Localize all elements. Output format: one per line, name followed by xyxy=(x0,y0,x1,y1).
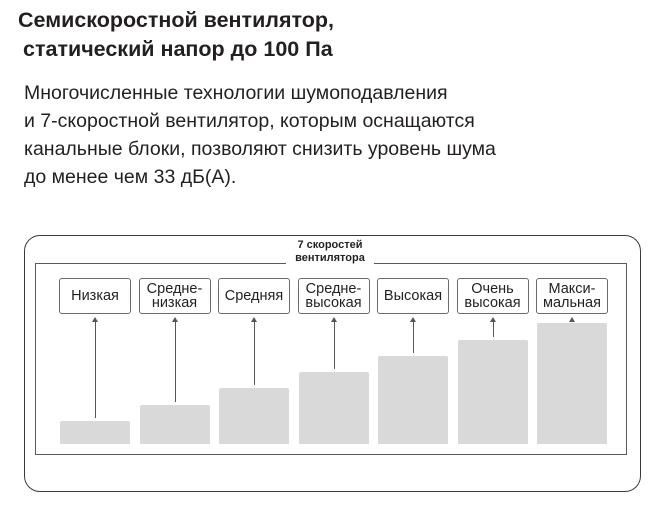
arrow-line xyxy=(95,322,96,418)
diagram-title: 7 скоростей вентилятора xyxy=(286,239,374,265)
speed-label: Макси- мальная xyxy=(536,278,608,314)
speed-label: Средняя xyxy=(218,278,290,314)
speed-label: Средне- низкая xyxy=(138,278,211,314)
heading-line-2: статический напор до 100 Па xyxy=(23,37,333,61)
arrow-line xyxy=(254,322,255,386)
description-line-4: до менее чем 33 дБ(А). xyxy=(24,166,237,188)
speed-label: Высокая xyxy=(377,278,449,314)
arrow-line xyxy=(334,322,335,370)
speed-bar xyxy=(298,372,369,444)
description-line-1: Многочисленные технологии шумоподавления xyxy=(24,82,448,104)
arrow-head xyxy=(251,317,257,322)
speed-bar xyxy=(139,404,210,444)
arrow-line xyxy=(493,322,494,337)
arrow-head xyxy=(92,317,98,322)
arrow-head xyxy=(410,317,416,322)
diagram-title-line-2: вентилятора xyxy=(295,252,365,264)
arrow-head xyxy=(171,317,178,322)
arrow-head xyxy=(330,317,337,322)
arrow-head xyxy=(489,317,496,322)
diagram-title-line-1: 7 скоростей xyxy=(297,239,363,251)
description-line-3: канальные блоки, позволяют снизить урове… xyxy=(24,138,496,160)
page-heading: Семискоростной вентилятор, статический н… xyxy=(18,6,334,64)
speed-bar xyxy=(457,339,528,444)
speed-label: Очень высокая xyxy=(456,278,529,314)
speed-bar xyxy=(537,323,607,444)
heading-line-1: Семискоростной вентилятор, xyxy=(18,8,334,32)
speed-bar xyxy=(378,355,448,444)
speed-bar xyxy=(60,421,130,444)
arrow-line xyxy=(413,322,414,353)
speed-bar xyxy=(219,388,289,444)
description-text: Многочисленные технологии шумоподавления… xyxy=(24,79,496,191)
speed-label: Низкая xyxy=(59,278,131,314)
arrow-head xyxy=(569,317,575,322)
speed-label: Средне- высокая xyxy=(297,278,370,314)
arrow-line xyxy=(175,322,176,402)
description-line-2: и 7-скоростной вентилятор, которым оснащ… xyxy=(24,110,475,132)
